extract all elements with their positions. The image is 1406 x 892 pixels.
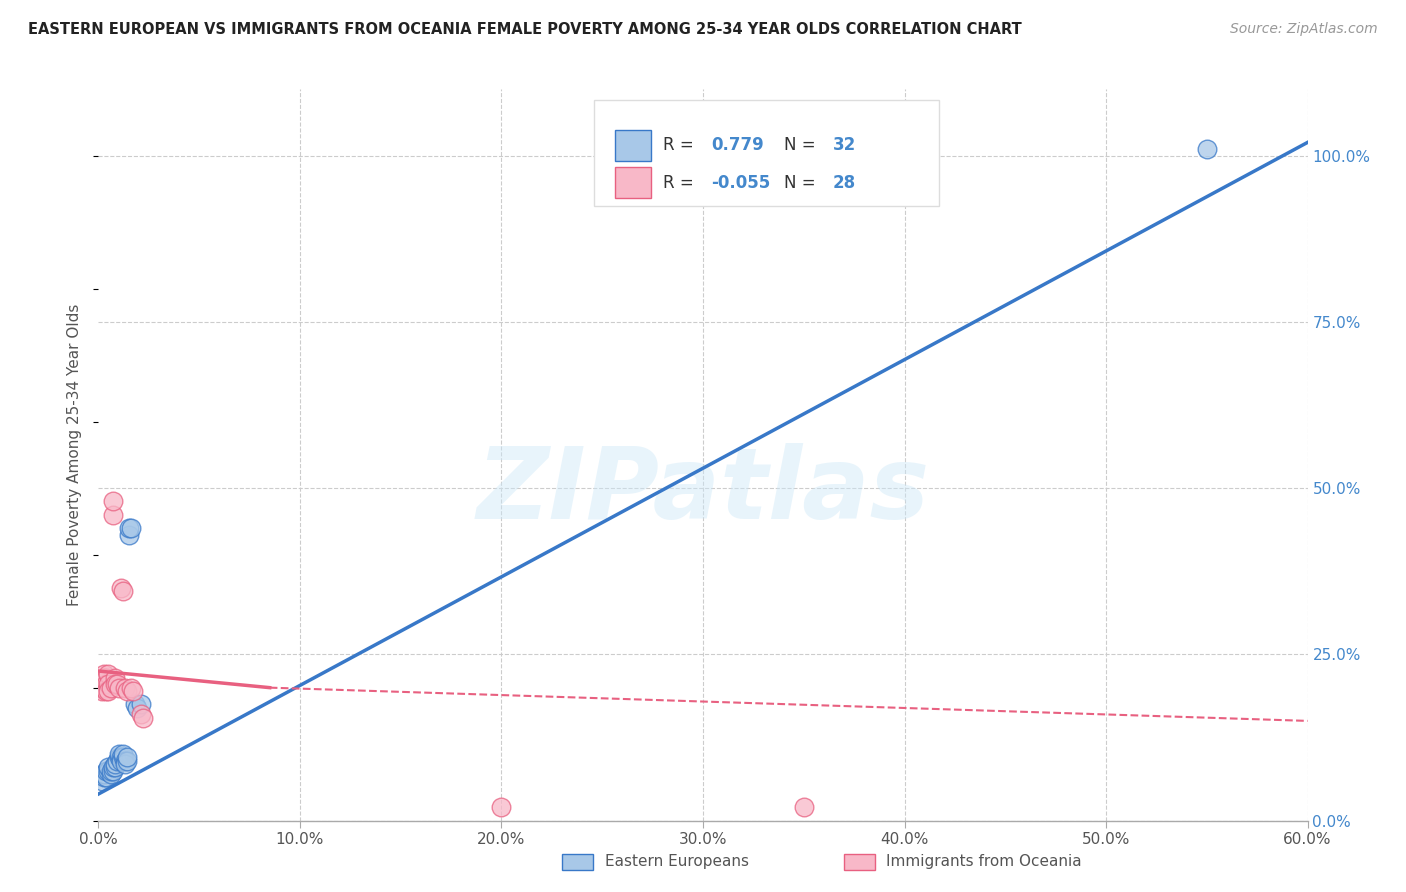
Point [107, 747, 129, 761]
Point [110, 581, 132, 595]
Point [91, 773, 114, 788]
Point [101, 760, 124, 774]
Point [103, 671, 125, 685]
Text: Eastern Europeans: Eastern Europeans [605, 855, 748, 869]
Point [93, 681, 115, 695]
Point [107, 681, 129, 695]
Point [97, 667, 120, 681]
Point [118, 521, 141, 535]
FancyBboxPatch shape [595, 100, 939, 206]
Point [89, 681, 111, 695]
Point [132, 710, 155, 724]
Point [692, 142, 714, 156]
Point [793, 800, 815, 814]
Point [97, 677, 120, 691]
Text: EASTERN EUROPEAN VS IMMIGRANTS FROM OCEANIA FEMALE POVERTY AMONG 25-34 YEAR OLDS: EASTERN EUROPEAN VS IMMIGRANTS FROM OCEA… [28, 22, 1022, 37]
Point [124, 698, 146, 712]
Point [93, 667, 115, 681]
Point [100, 764, 122, 778]
Point [101, 764, 124, 778]
Point [105, 677, 128, 691]
Point [96, 677, 118, 691]
Text: -0.055: -0.055 [711, 174, 770, 192]
Point [111, 584, 134, 599]
Point [93, 771, 115, 785]
Point [100, 681, 122, 695]
Point [114, 754, 136, 768]
Point [114, 681, 136, 695]
Point [105, 754, 128, 768]
Point [129, 698, 152, 712]
Point [96, 684, 118, 698]
Point [1195, 142, 1218, 156]
Bar [614, 130, 651, 161]
Text: Immigrants from Oceania: Immigrants from Oceania [886, 855, 1081, 869]
Point [120, 521, 142, 535]
Point [491, 800, 513, 814]
Point [97, 684, 120, 698]
Y-axis label: Female Poverty Among 25-34 Year Olds: Female Poverty Among 25-34 Year Olds [67, 304, 83, 606]
Point [110, 754, 132, 768]
Text: 0.779: 0.779 [711, 136, 765, 154]
Point [96, 671, 118, 685]
Point [100, 767, 122, 781]
Point [115, 684, 138, 698]
Point [111, 750, 134, 764]
Point [107, 750, 129, 764]
Point [91, 684, 114, 698]
Point [110, 750, 132, 764]
Point [103, 760, 125, 774]
Text: N =: N = [785, 136, 821, 154]
Point [111, 747, 134, 761]
Point [97, 764, 120, 778]
Text: Source: ZipAtlas.com: Source: ZipAtlas.com [1230, 22, 1378, 37]
Point [103, 677, 125, 691]
Point [115, 750, 138, 764]
Point [101, 494, 124, 508]
Point [103, 757, 125, 772]
Text: 32: 32 [832, 136, 856, 154]
Text: R =: R = [664, 136, 699, 154]
Point [93, 767, 115, 781]
Point [129, 707, 152, 722]
Text: R =: R = [664, 174, 699, 192]
Point [115, 754, 138, 768]
Point [120, 681, 142, 695]
Point [93, 671, 115, 685]
Point [118, 527, 141, 541]
Point [91, 673, 114, 688]
Point [125, 700, 148, 714]
Point [96, 764, 118, 778]
Point [101, 508, 124, 522]
Point [97, 760, 120, 774]
Point [114, 757, 136, 772]
Text: 28: 28 [832, 174, 855, 192]
Text: ZIPatlas: ZIPatlas [477, 443, 929, 540]
Point [121, 684, 143, 698]
Point [96, 771, 118, 785]
Bar [614, 168, 651, 198]
Text: N =: N = [785, 174, 821, 192]
